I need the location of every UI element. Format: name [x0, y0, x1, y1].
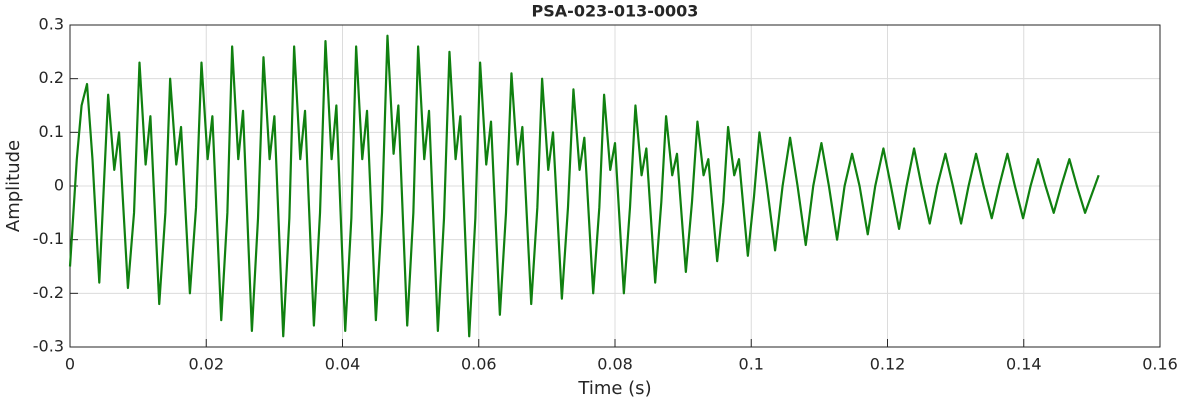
x-tick-label: 0.08 — [597, 355, 633, 374]
x-tick-label: 0.16 — [1142, 355, 1178, 374]
y-tick-label: 0 — [54, 176, 64, 195]
y-tick-label: 0.1 — [39, 122, 64, 141]
x-tick-label: 0.1 — [739, 355, 764, 374]
y-tick-label: -0.2 — [33, 283, 64, 302]
x-tick-label: 0.06 — [461, 355, 497, 374]
plot-frame — [69, 24, 1161, 348]
x-tick-label: 0.04 — [325, 355, 361, 374]
x-tick-label: 0.02 — [188, 355, 224, 374]
y-tick-label: -0.1 — [33, 229, 64, 248]
data-line — [68, 34, 1100, 338]
x-axis-label: Time (s) — [577, 378, 651, 399]
x-tick-label: 0.14 — [1006, 355, 1042, 374]
y-axis-label: Amplitude — [3, 140, 24, 232]
x-tick-label: 0.12 — [870, 355, 906, 374]
y-tick-label: 0.2 — [39, 68, 64, 87]
x-tick-label: 0 — [65, 355, 75, 374]
y-tick-label: 0.3 — [39, 15, 64, 34]
y-tick-label: -0.3 — [33, 337, 64, 356]
chart-title: PSA-023-013-0003 — [532, 2, 699, 21]
